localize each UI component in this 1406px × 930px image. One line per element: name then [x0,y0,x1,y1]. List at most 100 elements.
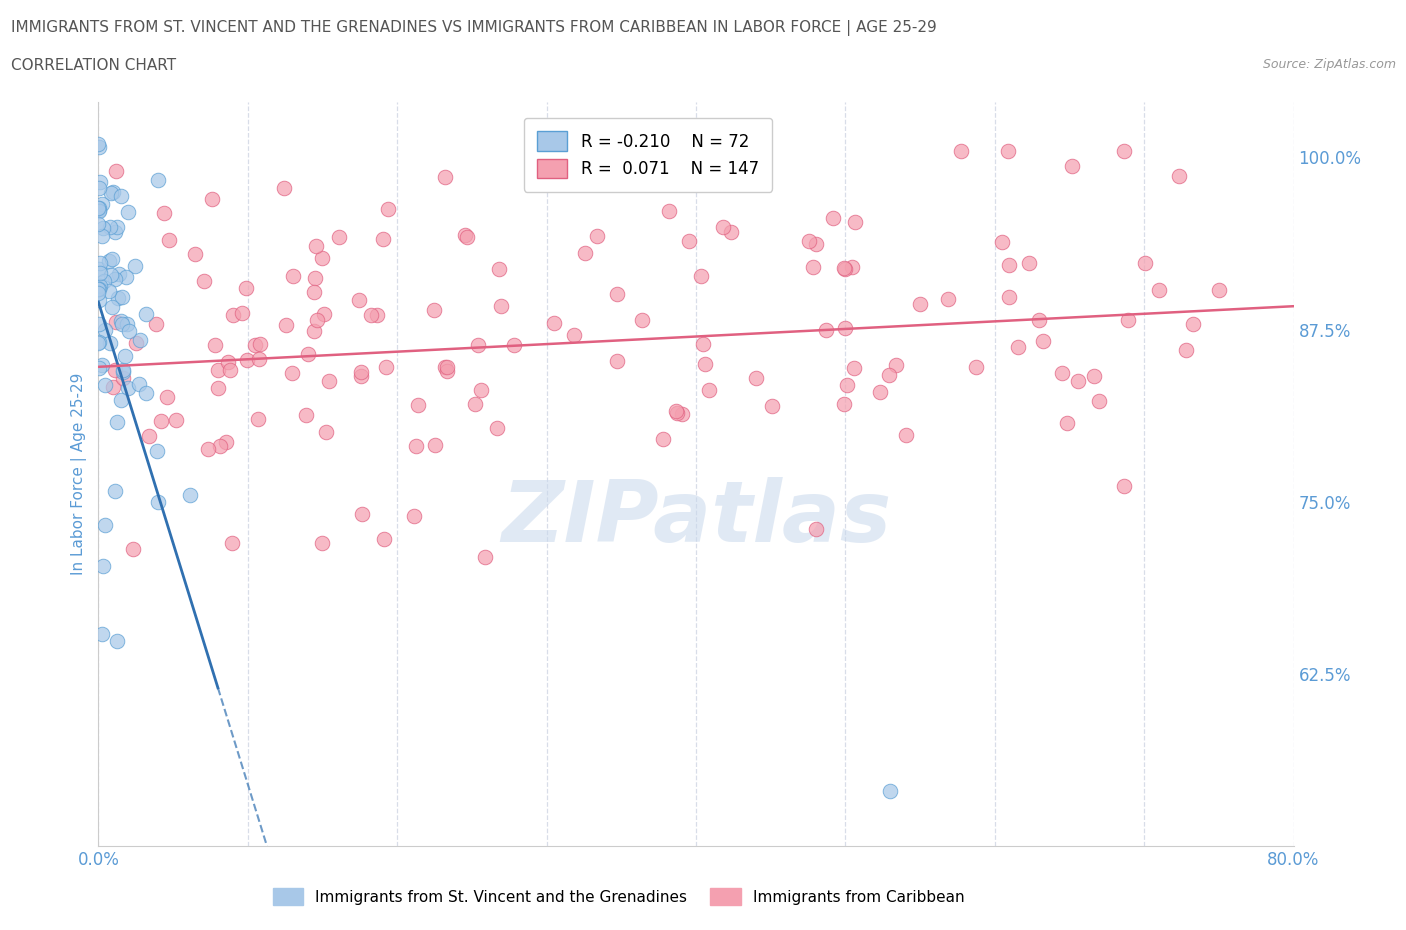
Point [804,237,827,252]
Y-axis label: In Labor Force | Age 25-29: In Labor Force | Age 25-29 [72,373,87,576]
Point [1050,365,1073,380]
Point [89,266,111,281]
Point [249,337,271,352]
Point [314,307,336,322]
Text: Source: ZipAtlas.com: Source: ZipAtlas.com [1263,58,1396,71]
Point [474,550,496,565]
Point [207,363,229,378]
Point [87,281,110,296]
Point [219,363,242,378]
Point [112,365,135,379]
Point [1028,312,1050,327]
Point [111,317,134,332]
Point [665,405,688,420]
Point [111,289,134,304]
Point [281,365,304,380]
Point [87,204,110,219]
Point [965,360,987,375]
Point [711,219,734,234]
Legend: R = -0.210    N = 72, R =  0.071    N = 147: R = -0.210 N = 72, R = 0.071 N = 147 [524,118,772,192]
Point [350,368,373,383]
Point [274,317,297,332]
Point [295,407,318,422]
Point [118,324,141,339]
Point [110,392,132,407]
Point [1007,340,1029,355]
Point [87,136,110,151]
Point [761,399,783,414]
Point [87,262,110,277]
Point [87,335,110,350]
Point [157,232,180,247]
Point [406,398,429,413]
Point [100,268,122,283]
Point [1208,282,1230,297]
Point [87,140,110,154]
Point [315,424,337,439]
Point [467,338,489,352]
Point [350,507,373,522]
Point [107,415,129,430]
Point [1112,479,1135,494]
Point [665,404,688,418]
Point [107,267,129,282]
Point [564,327,586,342]
Point [371,232,394,246]
Point [97,253,120,268]
Point [844,215,866,230]
Point [89,256,111,271]
Point [433,169,456,184]
Point [1181,317,1204,332]
Point [1174,342,1197,357]
Point [165,413,187,428]
Point [91,627,114,642]
Point [104,314,127,329]
Legend: Immigrants from St. Vincent and the Grenadines, Immigrants from Caribbean: Immigrants from St. Vincent and the Gren… [267,883,970,911]
Point [302,285,325,299]
Point [1018,256,1040,271]
Point [247,411,270,426]
Point [107,633,129,648]
Point [799,233,821,248]
Point [896,427,918,442]
Point [117,316,139,331]
Point [217,354,239,369]
Point [1060,158,1083,173]
Point [745,370,768,385]
Point [720,225,742,240]
Point [311,536,333,551]
Point [201,192,224,206]
Point [148,495,170,510]
Point [697,382,720,397]
Text: ZIPatlas: ZIPatlas [501,477,891,561]
Point [105,164,128,179]
Point [606,286,628,301]
Point [302,324,325,339]
Point [104,363,127,378]
Point [247,352,270,366]
Point [1087,393,1109,408]
Point [114,349,136,364]
Point [98,335,121,350]
Point [87,336,110,351]
Point [423,302,446,317]
Point [350,365,373,379]
Point [1067,374,1090,389]
Point [101,251,124,266]
Point [998,289,1021,304]
Point [235,281,257,296]
Point [574,246,596,260]
Point [179,488,201,503]
Point [305,239,328,254]
Point [328,230,350,245]
Point [436,360,458,375]
Point [115,270,138,285]
Point [305,312,328,327]
Point [695,357,717,372]
Point [405,439,427,454]
Point [222,307,245,322]
Point [243,338,266,352]
Point [152,206,174,220]
Point [231,305,253,320]
Point [834,320,856,335]
